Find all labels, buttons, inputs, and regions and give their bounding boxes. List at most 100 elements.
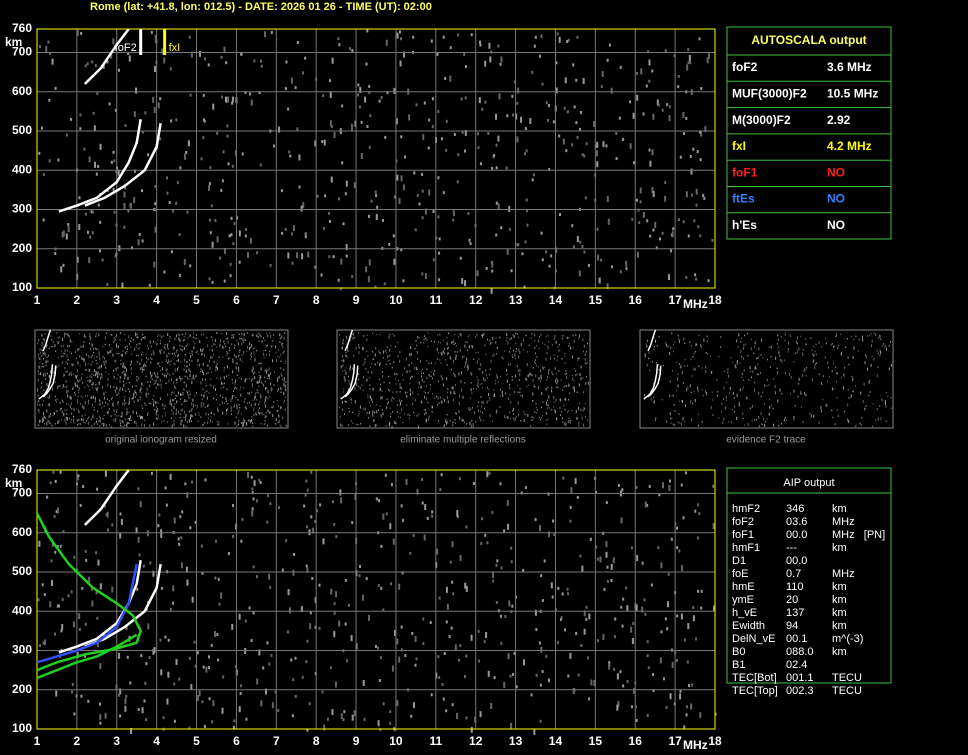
noise-dot — [372, 413, 374, 417]
noise-dot — [368, 411, 370, 415]
noise-dot — [166, 698, 169, 705]
noise-dot — [98, 399, 100, 401]
noise-dot — [77, 420, 79, 422]
noise-dot — [602, 633, 605, 640]
noise-dot — [136, 424, 138, 427]
noise-dot — [632, 112, 635, 119]
noise-dot — [174, 368, 176, 372]
trace — [58, 560, 142, 654]
noise-dot — [176, 377, 178, 381]
noise-dot — [478, 97, 481, 104]
noise-dot — [77, 361, 79, 365]
noise-dot — [850, 335, 852, 338]
noise-dot — [467, 212, 470, 216]
noise-dot — [196, 404, 198, 407]
noise-dot — [152, 398, 154, 400]
noise-dot — [437, 655, 440, 659]
noise-dot — [60, 629, 63, 633]
noise-dot — [516, 101, 519, 105]
noise-dot — [676, 546, 679, 550]
noise-dot — [198, 690, 201, 697]
noise-dot — [342, 391, 344, 393]
noise-dot — [280, 367, 282, 369]
noise-dot — [186, 343, 188, 345]
noise-dot — [535, 352, 537, 355]
noise-dot — [81, 405, 83, 409]
noise-dot — [231, 504, 234, 508]
noise-dot — [386, 398, 388, 400]
noise-dot — [240, 337, 242, 340]
noise-dot — [790, 375, 792, 379]
noise-dot — [291, 261, 294, 265]
noise-dot — [442, 350, 444, 354]
noise-dot — [353, 354, 355, 357]
noise-dot — [426, 516, 429, 520]
noise-dot — [451, 387, 453, 389]
aip-cell: DelN_vE — [732, 633, 775, 645]
noise-dot — [158, 417, 160, 419]
noise-dot — [265, 688, 268, 695]
plot-frame — [36, 469, 716, 730]
noise-dot — [203, 372, 205, 376]
noise-dot — [96, 348, 98, 350]
noise-dot — [879, 334, 881, 338]
noise-dot — [77, 395, 79, 398]
noise-dot — [583, 344, 585, 348]
noise-dot — [335, 591, 338, 598]
noise-dot — [159, 638, 162, 642]
noise-dot — [96, 423, 98, 425]
noise-dot — [585, 142, 588, 146]
noise-dot — [39, 367, 41, 370]
noise-dot — [546, 399, 548, 402]
noise-dot — [534, 609, 537, 616]
noise-dot — [264, 369, 266, 372]
noise-dot — [129, 397, 131, 401]
noise-dot — [576, 373, 578, 375]
noise-dot — [515, 113, 518, 120]
noise-dot — [372, 387, 374, 391]
noise-dot — [500, 56, 503, 63]
noise-dot — [92, 361, 94, 363]
noise-dot — [75, 350, 77, 354]
noise-dot — [185, 345, 187, 347]
noise-dot — [165, 368, 167, 372]
noise-dot — [547, 386, 549, 389]
noise-dot — [793, 389, 795, 393]
noise-dot — [567, 336, 569, 339]
noise-dot — [110, 333, 112, 336]
noise-dot — [73, 407, 75, 411]
aip-cell: MHz [PN] — [832, 529, 885, 541]
noise-dot — [840, 333, 842, 336]
noise-dot — [236, 403, 238, 407]
noise-dot — [209, 383, 211, 386]
noise-dot — [569, 392, 571, 395]
noise-dot — [394, 420, 396, 424]
noise-dot — [258, 478, 261, 482]
noise-dot — [738, 403, 740, 407]
noise-dot — [248, 393, 250, 395]
noise-dot — [653, 348, 655, 351]
noise-dot — [661, 231, 664, 235]
noise-dot — [318, 583, 321, 587]
noise-dot — [438, 251, 441, 255]
noise-dot — [398, 583, 401, 590]
noise-dot — [253, 353, 255, 355]
noise-dot — [42, 400, 44, 402]
noise-dot — [267, 424, 269, 427]
noise-dot — [280, 336, 282, 339]
noise-dot — [117, 401, 119, 403]
noise-dot — [694, 509, 697, 513]
noise-dot — [134, 396, 136, 398]
trace — [42, 329, 52, 352]
noise-dot — [602, 531, 605, 535]
noise-dot — [226, 332, 228, 336]
noise-dot — [578, 425, 580, 427]
noise-dot — [818, 421, 820, 425]
noise-dot — [71, 682, 74, 686]
noise-dot — [547, 403, 549, 407]
noise-dot — [747, 422, 749, 426]
noise-dot — [398, 198, 401, 205]
noise-dot — [239, 357, 241, 361]
noise-dot — [43, 593, 46, 597]
noise-dot — [272, 340, 274, 342]
